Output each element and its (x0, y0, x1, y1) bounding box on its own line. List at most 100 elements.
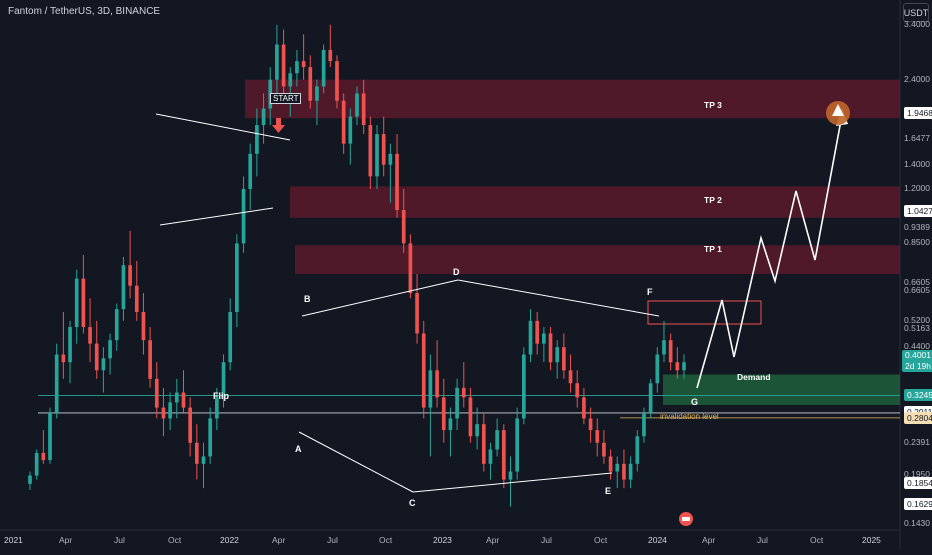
candle-body (68, 327, 72, 363)
start-arrow-icon (272, 125, 285, 133)
point-a-label: A (295, 444, 302, 454)
candle-body (682, 362, 686, 371)
candle-body (335, 61, 339, 101)
candle-body (161, 407, 166, 419)
candle-body (221, 362, 226, 398)
candle-body (174, 392, 179, 403)
candle-body (81, 278, 86, 328)
candle-body (642, 412, 646, 437)
time-tick-label: Apr (486, 535, 500, 545)
candle-body (321, 49, 326, 87)
candle-body (608, 456, 613, 472)
candle-body (235, 243, 239, 313)
candle-body (395, 153, 399, 211)
start-arrow-shaft (276, 118, 281, 125)
time-tick-label: 2021 (4, 535, 23, 545)
candle-body (662, 340, 666, 355)
demand-zone (663, 374, 900, 405)
price-tick-label: 0.1430 (904, 518, 930, 529)
candle-body (281, 44, 286, 87)
candle-body (602, 442, 606, 457)
candle-body (562, 347, 566, 371)
current-price: 0.4001 (905, 350, 931, 360)
candle-body (515, 418, 519, 472)
price-tick-label: 0.6605 (904, 285, 930, 296)
candle-body (275, 44, 279, 80)
wedge-top-line (155, 113, 291, 141)
candle-body (401, 210, 406, 244)
candle-body (668, 340, 673, 363)
target-zone-3 (295, 245, 900, 274)
point-c-label: C (409, 498, 416, 508)
time-tick-label: 2022 (220, 535, 239, 545)
candle-body (288, 73, 293, 87)
candle-body (375, 134, 379, 177)
resistance-box (647, 300, 762, 325)
price-tick-label: 1.0427 (904, 205, 932, 218)
tp3-label: TP 3 (704, 100, 722, 110)
time-tick-label: Jul (327, 535, 338, 545)
candle-body (241, 189, 246, 244)
demand-label: Demand (737, 372, 771, 382)
time-tick-label: 2025 (862, 535, 881, 545)
candle-body (308, 67, 313, 101)
candle-body (215, 397, 219, 419)
candle-body (361, 93, 366, 126)
candle-body (648, 383, 653, 413)
candle-body (548, 333, 553, 363)
candle-body (88, 327, 92, 344)
candle-body (315, 86, 319, 101)
candle-body (495, 430, 499, 450)
candle-body (101, 358, 106, 371)
candle-body (61, 354, 66, 363)
ce-line (412, 472, 613, 493)
bd-line (301, 279, 459, 317)
point-e-label: E (605, 486, 612, 496)
tp3-arrow-icon (832, 104, 844, 116)
price-tick-label: 1.2000 (904, 183, 930, 193)
candle-body (388, 153, 393, 165)
projection-path (696, 114, 843, 389)
price-tick-label: 0.9389 (904, 221, 930, 232)
candle-body (28, 475, 32, 484)
time-tick-label: Oct (168, 535, 182, 545)
price-tick-label: 0.1950 (904, 469, 930, 480)
candle-body (615, 463, 620, 472)
time-tick-label: Oct (810, 535, 824, 545)
tradingview-icon-mark (682, 517, 690, 521)
candle-body (134, 285, 139, 313)
invalidation-label: invalidation level (660, 412, 719, 421)
candle-body (635, 436, 640, 464)
candle-body (575, 383, 580, 398)
time-tick-label: Oct (594, 535, 608, 545)
time-tick-label: Jul (114, 535, 125, 545)
time-tick-label: Apr (272, 535, 286, 545)
time-tick-label: Apr (702, 535, 716, 545)
candle-body (501, 430, 506, 480)
time-tick-label: Jul (541, 535, 552, 545)
candle-body (675, 362, 680, 371)
candle-body (475, 424, 479, 437)
current-price-tag: 0.4001 2d 19h (902, 350, 932, 372)
candle-body (295, 61, 299, 74)
price-tick-label: 3.4000 (904, 18, 930, 29)
candle-body (188, 407, 192, 443)
candle-body (121, 265, 126, 310)
start-label: START (270, 93, 302, 104)
currency-button[interactable]: USDT (903, 3, 929, 22)
candle-body (201, 456, 206, 464)
price-tick-label: 0.5200 (904, 314, 930, 325)
candle-body (461, 387, 466, 398)
candle-body (421, 333, 426, 408)
candle-body (488, 449, 493, 464)
candle-body (555, 347, 560, 363)
candle-body (128, 265, 132, 286)
candle-body (528, 320, 533, 355)
wedge-bottom-line (159, 207, 274, 226)
price-tick-label: 0.1629 (904, 497, 932, 510)
price-tick-label: 1.6477 (904, 133, 930, 144)
candle-body (368, 125, 373, 177)
ac-line (298, 431, 414, 493)
candle-body (595, 430, 600, 443)
